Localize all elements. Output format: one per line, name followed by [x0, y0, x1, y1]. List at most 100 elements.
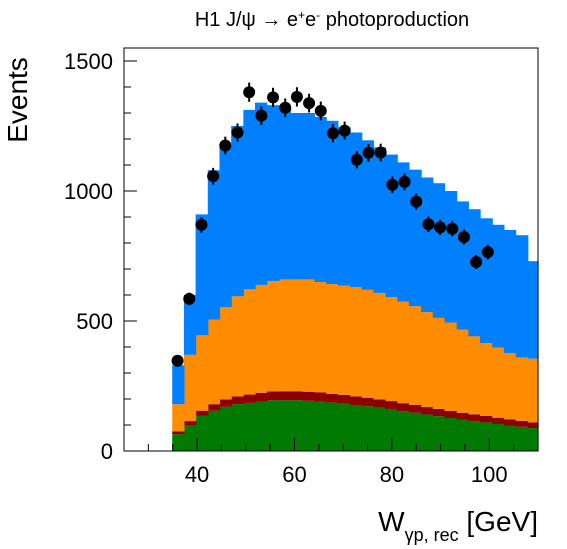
data-point-22 [434, 221, 447, 234]
stack-bar-green-25 [468, 421, 481, 451]
stack-bar-green-7 [255, 401, 268, 451]
data-point-25 [470, 255, 483, 268]
stack-bar-orange-11 [302, 279, 316, 392]
stack-bar-green-4 [219, 406, 232, 451]
stack-bar-darkred-4 [219, 399, 232, 407]
stacked-histogram [172, 102, 539, 451]
stack-bar-blue-22 [432, 183, 446, 318]
stack-bar-blue-10 [290, 113, 303, 280]
data-point-11 [303, 97, 316, 110]
stack-bar-blue-17 [373, 147, 387, 293]
y-tick-label-500: 500 [76, 309, 113, 334]
data-points [171, 82, 494, 367]
stack-bar-darkred-9 [278, 391, 292, 401]
stack-bar-green-21 [421, 414, 434, 451]
stack-bar-orange-12 [314, 282, 327, 393]
stack-bar-orange-9 [278, 279, 292, 392]
chart-title: H1 J/ψ → e+e- photoproduction [195, 8, 469, 31]
stack-bar-orange-17 [373, 292, 387, 400]
x-tick-label-80: 80 [380, 462, 404, 487]
stack-bar-green-30 [527, 428, 539, 451]
stack-bar-blue-11 [302, 113, 316, 280]
data-point-9 [279, 101, 292, 114]
data-point-0 [171, 354, 184, 367]
stack-bar-orange-0 [172, 404, 185, 432]
data-point-24 [457, 231, 470, 244]
title-sup-minus: - [316, 8, 320, 22]
stack-bar-blue-7 [255, 102, 268, 285]
stack-bar-orange-30 [527, 358, 539, 423]
stack-bar-darkred-23 [444, 410, 458, 418]
data-point-10 [290, 90, 303, 103]
stack-bar-darkred-29 [515, 420, 529, 427]
stack-bar-orange-21 [421, 312, 434, 408]
stack-bar-blue-18 [385, 154, 398, 298]
stack-bar-blue-21 [421, 177, 434, 313]
data-point-7 [255, 109, 268, 122]
title-sup-plus: + [298, 8, 305, 22]
stack-bar-blue-23 [444, 191, 458, 323]
stack-bar-darkred-14 [337, 394, 351, 404]
stack-bar-green-26 [480, 422, 493, 451]
stack-bar-darkred-2 [195, 410, 209, 416]
stack-bar-darkred-11 [302, 391, 316, 401]
stack-bar-green-5 [231, 404, 244, 451]
stack-bar-blue-14 [337, 127, 351, 286]
stack-bar-orange-29 [515, 357, 529, 421]
stack-bar-green-28 [503, 425, 517, 451]
x-tick-label-40: 40 [185, 462, 209, 487]
stack-bar-orange-20 [408, 306, 422, 405]
stack-bar-blue-27 [492, 224, 505, 348]
stack-bar-darkred-0 [172, 431, 185, 435]
data-point-15 [350, 153, 363, 166]
x-axis-label-main: W [378, 506, 405, 537]
stack-bar-darkred-22 [432, 408, 446, 417]
data-point-17 [374, 146, 387, 159]
stack-bar-green-29 [515, 426, 529, 451]
stack-bar-darkred-26 [480, 415, 493, 423]
stack-bar-green-14 [337, 403, 351, 451]
stack-bar-darkred-24 [456, 412, 469, 420]
stack-bar-blue-8 [266, 105, 280, 281]
stack-bar-green-17 [373, 407, 387, 451]
data-point-1 [183, 292, 196, 305]
stack-bar-green-11 [302, 400, 316, 451]
y-axis-label: Events [2, 57, 33, 143]
stack-bar-green-6 [243, 402, 256, 451]
x-tick-label-60: 60 [282, 462, 306, 487]
stack-bar-orange-19 [397, 301, 410, 404]
data-point-6 [243, 86, 256, 99]
stack-bar-green-18 [385, 409, 398, 451]
data-point-26 [481, 246, 494, 259]
stack-bar-orange-10 [290, 279, 303, 392]
stack-bar-darkred-10 [290, 391, 303, 401]
title-text-mid: e [305, 9, 316, 31]
stack-bar-green-12 [314, 401, 327, 451]
stack-bar-orange-6 [243, 289, 256, 395]
stack-bar-darkred-3 [207, 404, 221, 411]
stack-bar-green-3 [207, 410, 221, 451]
data-point-13 [326, 127, 339, 140]
stack-bar-darkred-21 [421, 407, 434, 415]
stack-bar-darkred-1 [183, 421, 197, 425]
stack-bar-blue-26 [480, 218, 493, 344]
stack-bar-green-20 [408, 412, 422, 451]
stack-bar-green-24 [456, 419, 469, 451]
stack-bar-orange-13 [326, 284, 339, 394]
stack-bar-darkred-17 [373, 399, 387, 408]
data-point-8 [267, 91, 280, 104]
stack-bar-blue-20 [408, 169, 422, 307]
stack-bar-green-16 [361, 406, 374, 451]
x-tick-label-100: 100 [471, 462, 508, 487]
x-axis-label-unit: [GeV] [459, 506, 538, 537]
stack-bar-green-10 [290, 400, 303, 451]
stack-bar-darkred-13 [326, 393, 339, 403]
stack-bar-darkred-28 [503, 419, 517, 426]
stack-bar-blue-24 [456, 201, 469, 330]
data-point-21 [422, 218, 435, 231]
data-point-2 [195, 218, 208, 231]
stack-bar-orange-3 [207, 319, 221, 405]
data-point-16 [362, 146, 375, 159]
